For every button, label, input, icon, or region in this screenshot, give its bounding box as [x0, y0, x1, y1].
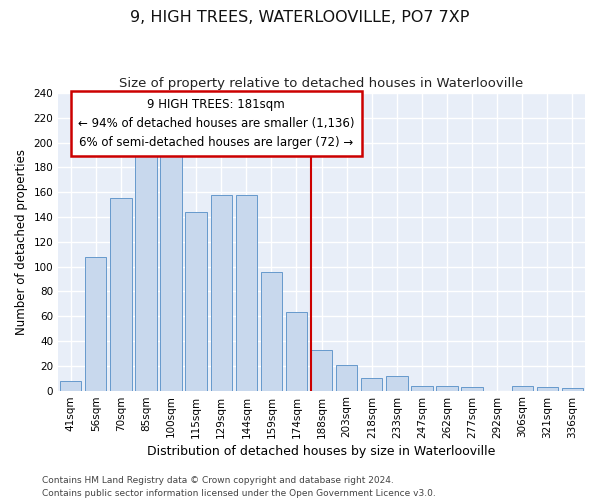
Bar — [160, 148, 182, 390]
Bar — [411, 386, 433, 390]
Bar — [236, 194, 257, 390]
Bar — [336, 364, 358, 390]
Bar — [537, 387, 558, 390]
Bar — [261, 272, 282, 390]
Bar — [60, 380, 82, 390]
Text: Contains HM Land Registry data © Crown copyright and database right 2024.
Contai: Contains HM Land Registry data © Crown c… — [42, 476, 436, 498]
Bar — [436, 386, 458, 390]
Bar — [461, 387, 483, 390]
Title: Size of property relative to detached houses in Waterlooville: Size of property relative to detached ho… — [119, 78, 524, 90]
Bar — [562, 388, 583, 390]
Bar — [211, 194, 232, 390]
Bar — [185, 212, 207, 390]
Text: 9, HIGH TREES, WATERLOOVILLE, PO7 7XP: 9, HIGH TREES, WATERLOOVILLE, PO7 7XP — [130, 10, 470, 25]
Bar — [110, 198, 131, 390]
Text: 9 HIGH TREES: 181sqm
← 94% of detached houses are smaller (1,136)
6% of semi-det: 9 HIGH TREES: 181sqm ← 94% of detached h… — [78, 98, 355, 149]
Bar — [311, 350, 332, 391]
Bar — [361, 378, 382, 390]
X-axis label: Distribution of detached houses by size in Waterlooville: Distribution of detached houses by size … — [148, 444, 496, 458]
Bar — [386, 376, 407, 390]
Bar — [85, 256, 106, 390]
Bar — [512, 386, 533, 390]
Bar — [136, 148, 157, 390]
Bar — [286, 312, 307, 390]
Y-axis label: Number of detached properties: Number of detached properties — [15, 149, 28, 335]
